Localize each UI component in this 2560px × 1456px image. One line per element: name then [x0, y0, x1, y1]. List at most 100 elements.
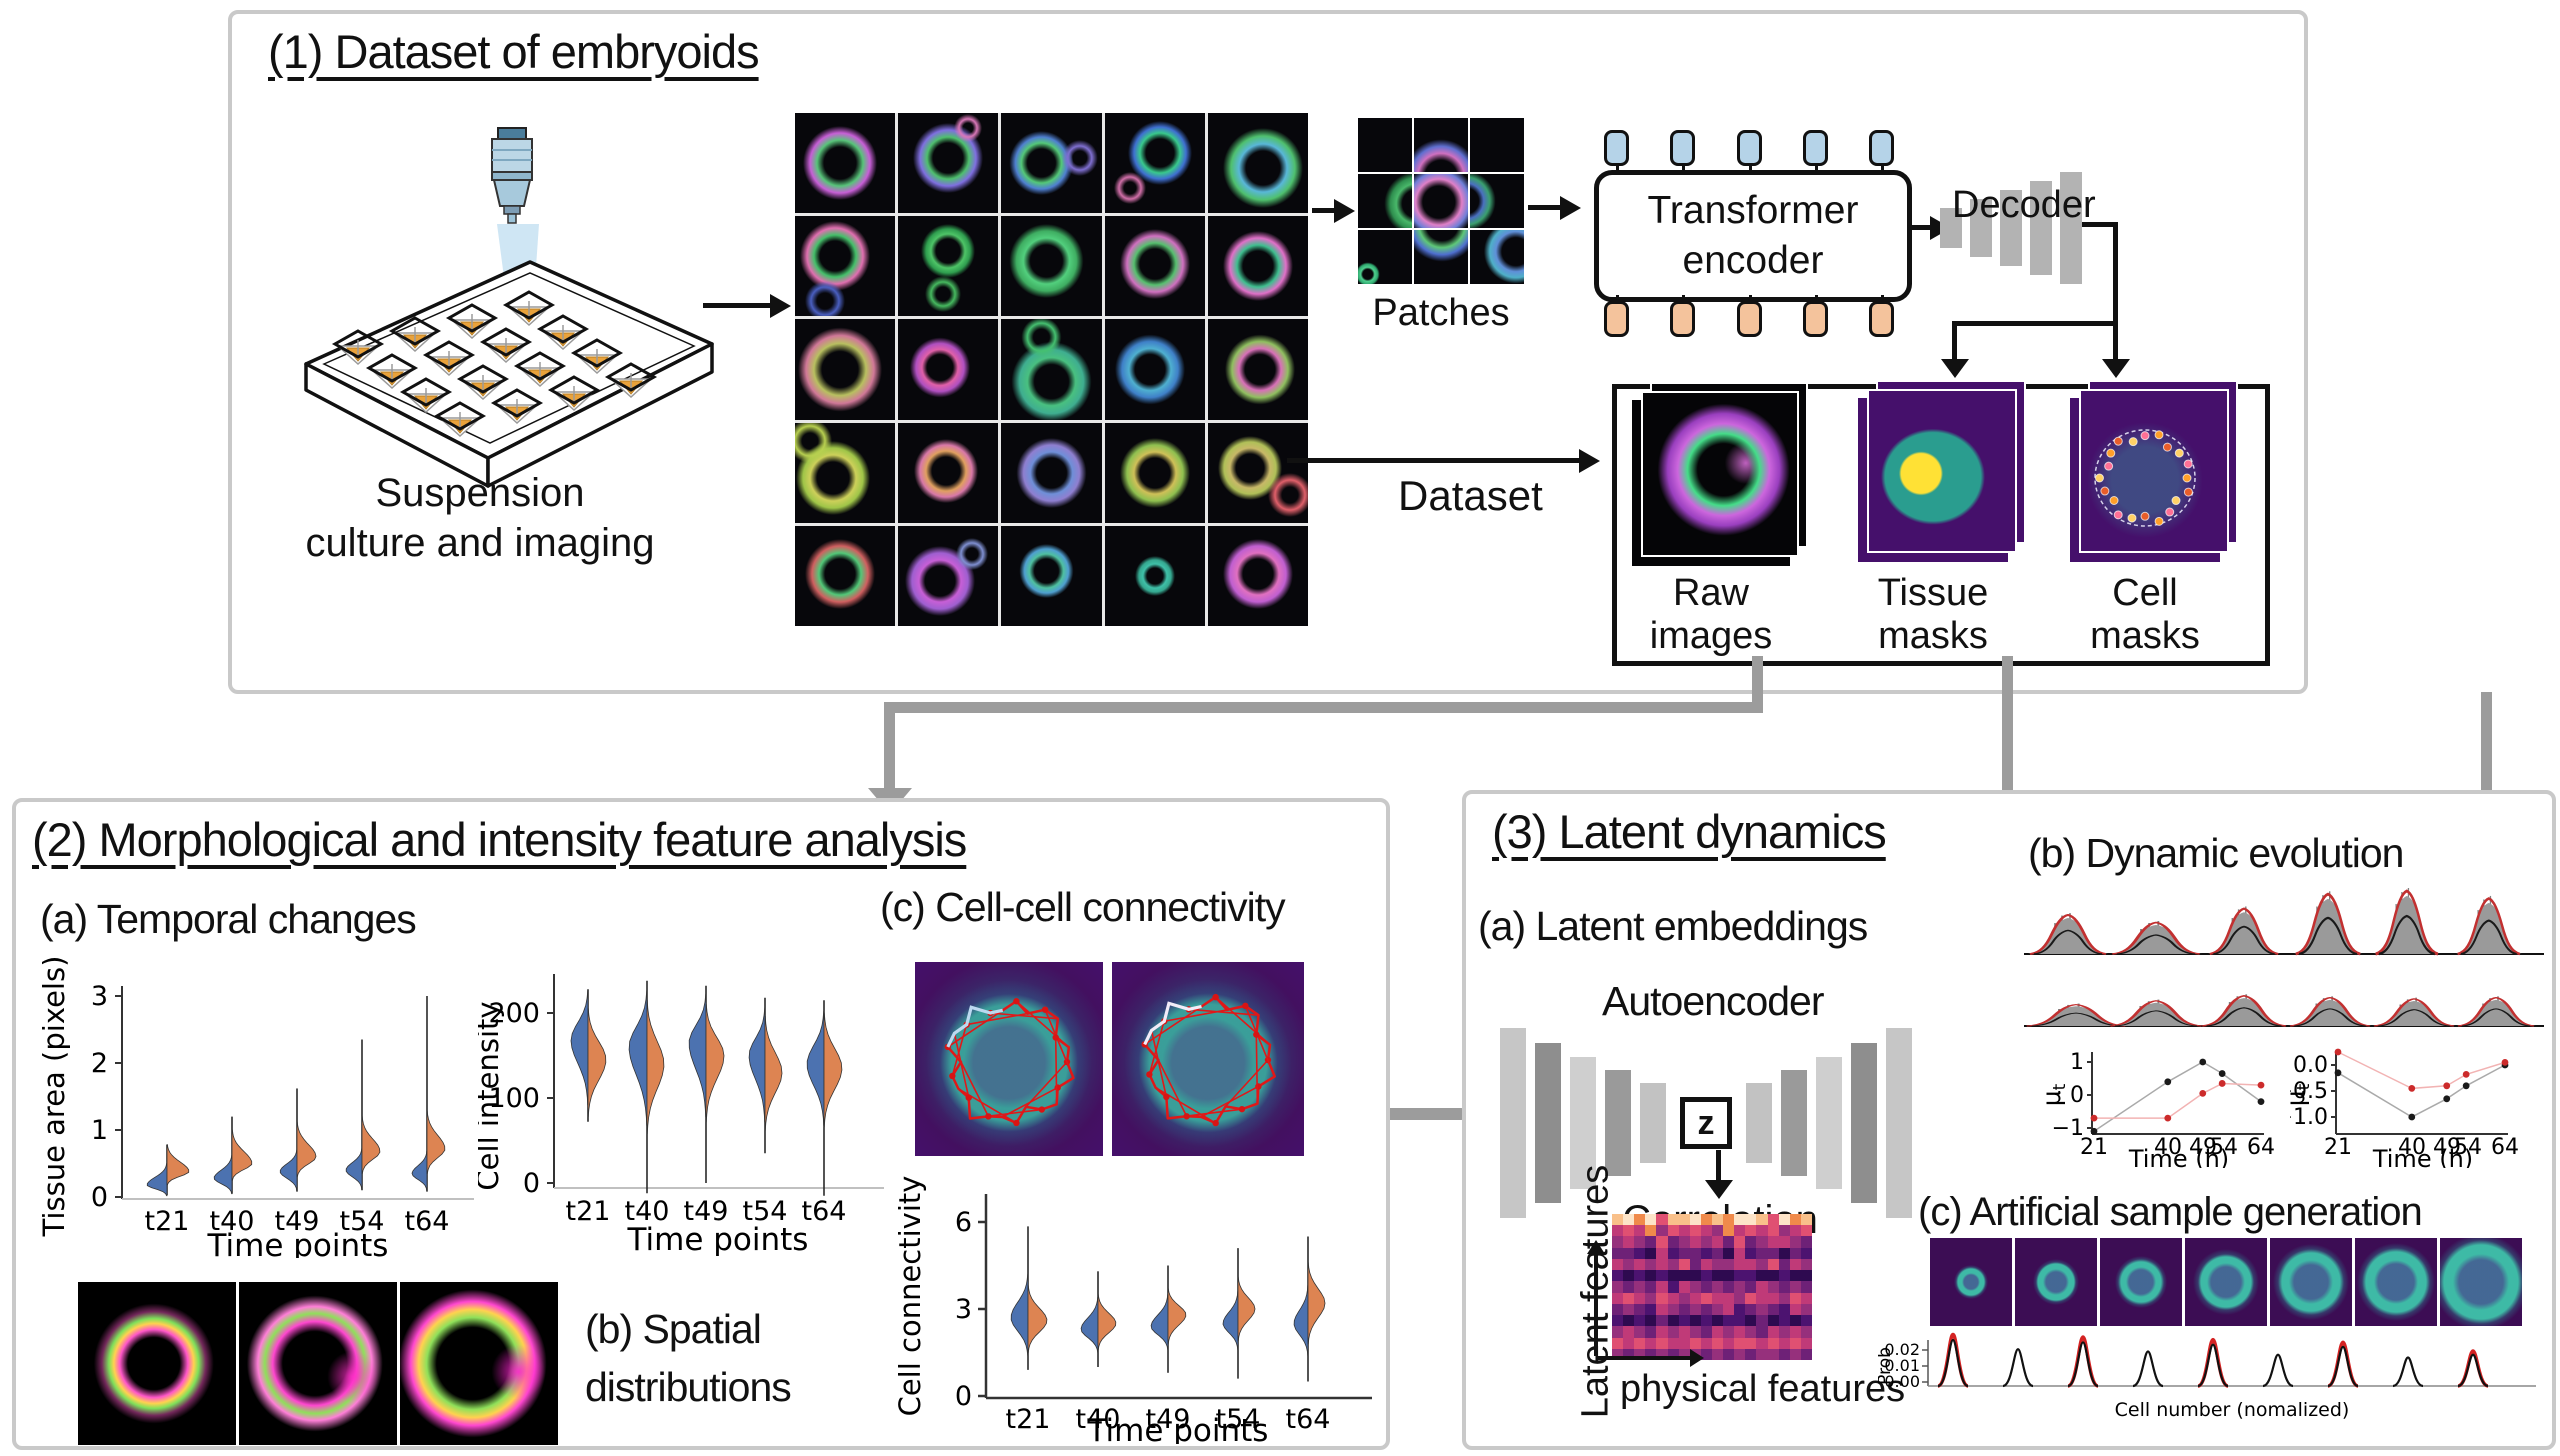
heatmap-cell [1767, 1258, 1779, 1271]
heatmap-cell [1767, 1315, 1779, 1327]
heatmap-cell [1612, 1303, 1624, 1316]
microscopy-image [898, 422, 999, 523]
heatmap-cell [1767, 1348, 1779, 1360]
microscopy-image [898, 113, 999, 214]
heatmap-cell [1678, 1326, 1690, 1338]
heatmap-cell [1667, 1281, 1679, 1293]
patch-image [1414, 174, 1468, 228]
generated-sample-image [2185, 1238, 2267, 1326]
xtick: 40 [2154, 1135, 2182, 1160]
heatmap-cell [1634, 1258, 1646, 1271]
token-icon [1736, 295, 1762, 337]
heatmap-cell [1711, 1247, 1724, 1259]
heatmap-cell [1756, 1225, 1768, 1237]
encoder-input-tokens [1604, 130, 1894, 175]
microwell-plate-icon [304, 260, 714, 488]
mu-ylabel: μt [2046, 1083, 2070, 1106]
heatmap-cell [1667, 1214, 1679, 1226]
heatmap-cell [1612, 1214, 1624, 1226]
microscopy-image-grid [795, 113, 1308, 626]
generated-sample-image [1930, 1238, 2012, 1326]
heatmap-cell [1634, 1236, 1646, 1248]
heatmap-cell [1656, 1281, 1668, 1293]
ytick: 3 [955, 1294, 972, 1325]
ytick: 1 [2070, 1050, 2084, 1075]
encoder-output-tokens [1604, 295, 1894, 337]
heatmap-cell [1800, 1214, 1812, 1226]
arrow-plate-to-grid [703, 303, 773, 308]
arrow-grid-to-patches [1312, 208, 1338, 213]
microscopy-image [1104, 525, 1205, 626]
heatmap-cell [1689, 1337, 1701, 1349]
heatmap-cell [1623, 1270, 1635, 1282]
xtick: t21 [1006, 1404, 1051, 1435]
heatmap-cell [1745, 1326, 1757, 1338]
heatmap-cell [1778, 1214, 1790, 1226]
decoder-arrow-head-cell [2102, 359, 2130, 378]
arrow-z-to-correlation [1716, 1150, 1721, 1182]
z-label: z [1697, 1103, 1715, 1142]
tissue-masks-label: Tissue masks [1877, 572, 1989, 657]
heatmap-cell [1667, 1247, 1679, 1259]
heatmap-cell [1800, 1337, 1812, 1349]
heatmap-cell [1700, 1225, 1712, 1237]
xtick: 40 [2398, 1135, 2426, 1160]
xtick: t64 [1286, 1404, 1331, 1435]
ytick: 0.0 [2293, 1053, 2328, 1078]
heatmap-cell [1678, 1247, 1690, 1259]
heatmap-cell [1745, 1337, 1757, 1349]
heatmap-cell [1689, 1214, 1701, 1226]
heatmap-cell [1656, 1236, 1668, 1248]
ytick: 2 [91, 1048, 108, 1079]
arrow-z-to-correlation-head [1705, 1180, 1733, 1199]
heatmap-x-arrow-head [1690, 1349, 1704, 1367]
heatmap-cell [1800, 1236, 1812, 1248]
heatmap-cell [1623, 1326, 1635, 1338]
dataset-label: Dataset [1398, 472, 1543, 519]
heatmap-cell [1634, 1348, 1646, 1360]
heatmap-cell [1723, 1270, 1735, 1282]
arrow-grid-to-dataset-head [1579, 449, 1600, 473]
xtick: 54 [2454, 1135, 2482, 1160]
heatmap-cell [1745, 1303, 1757, 1316]
microscopy-image [1104, 113, 1205, 214]
token-icon [1604, 295, 1629, 337]
connector-right-to-panel3 [2481, 692, 2492, 824]
heatmap-cell [1667, 1326, 1679, 1338]
decoder-bars-icon [1940, 170, 2082, 286]
heatmap-cell [1778, 1348, 1790, 1360]
heatmap-cell [1634, 1337, 1646, 1349]
patch-image [1358, 118, 1412, 172]
heatmap-cell [1723, 1337, 1735, 1349]
heatmap-cell [1767, 1214, 1779, 1226]
ytick: −1.0 [2290, 1105, 2328, 1130]
heatmap-cell [1800, 1315, 1812, 1327]
heatmap-cell [1700, 1337, 1712, 1349]
ytick: 0.00 [1884, 1372, 1920, 1391]
heatmap-cell [1723, 1225, 1735, 1237]
ytick: 0 [955, 1381, 972, 1412]
microscopy-image [898, 525, 999, 626]
heatmap-cell [1723, 1303, 1735, 1316]
xtick: t54 [1216, 1404, 1261, 1435]
generated-sample-image [2015, 1238, 2097, 1326]
heatmap-cell [1634, 1303, 1646, 1316]
heatmap-cell [1800, 1292, 1812, 1304]
heatmap-cell [1711, 1281, 1724, 1293]
heatmap-cell [1767, 1326, 1779, 1338]
heatmap-cell [1800, 1303, 1812, 1316]
xtick: 64 [2491, 1135, 2519, 1160]
transformer-encoder-box: Transformer encoder [1594, 170, 1912, 302]
mu-xlabel: Time (h) [2128, 1145, 2229, 1168]
heatmap-cell [1645, 1214, 1657, 1226]
patches-label: Patches [1372, 292, 1510, 334]
heatmap-cell [1734, 1292, 1746, 1304]
patch-image [1470, 174, 1524, 228]
heatmap-cell [1645, 1315, 1657, 1327]
heatmap-cell [1689, 1236, 1701, 1248]
encoder-label-line2: encoder [1682, 239, 1824, 282]
microscopy-image [1001, 113, 1102, 214]
cell-intensity-xlabel: Time points [627, 1222, 809, 1256]
heatmap-cell [1711, 1225, 1724, 1237]
cell-masks-label: Cell masks [2090, 572, 2200, 657]
